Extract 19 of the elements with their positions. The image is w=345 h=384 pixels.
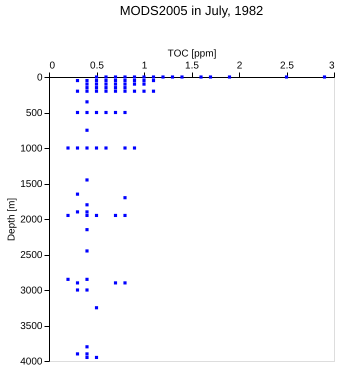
x-tick-label: 3 — [328, 60, 335, 72]
chart-title: MODS2005 in July, 1982 — [120, 3, 264, 18]
y-tick-label: 2500 — [20, 250, 43, 261]
y-tick-label: 500 — [26, 108, 43, 119]
x-axis-title: TOC [ppm] — [168, 48, 217, 60]
x-tick-label: 0 — [50, 60, 56, 72]
y-axis-title: Depth [m] — [6, 198, 18, 242]
y-tick-label: 2000 — [20, 214, 43, 226]
y-tick-label: 1500 — [20, 179, 43, 190]
y-tick-label: 4000 — [20, 356, 43, 368]
x-tick-label: 1.5 — [185, 60, 200, 72]
x-tick-label: 2.5 — [280, 60, 294, 72]
x-tick-label: 0.5 — [90, 60, 104, 72]
y-tick-label: 1000 — [20, 144, 43, 154]
y-tick-label: 3500 — [20, 321, 43, 332]
y-tick-label: 0 — [36, 72, 43, 84]
x-tick-label: 1 — [142, 60, 148, 72]
x-tick-label: 2 — [236, 60, 243, 72]
y-tick-label: 3000 — [20, 286, 43, 296]
